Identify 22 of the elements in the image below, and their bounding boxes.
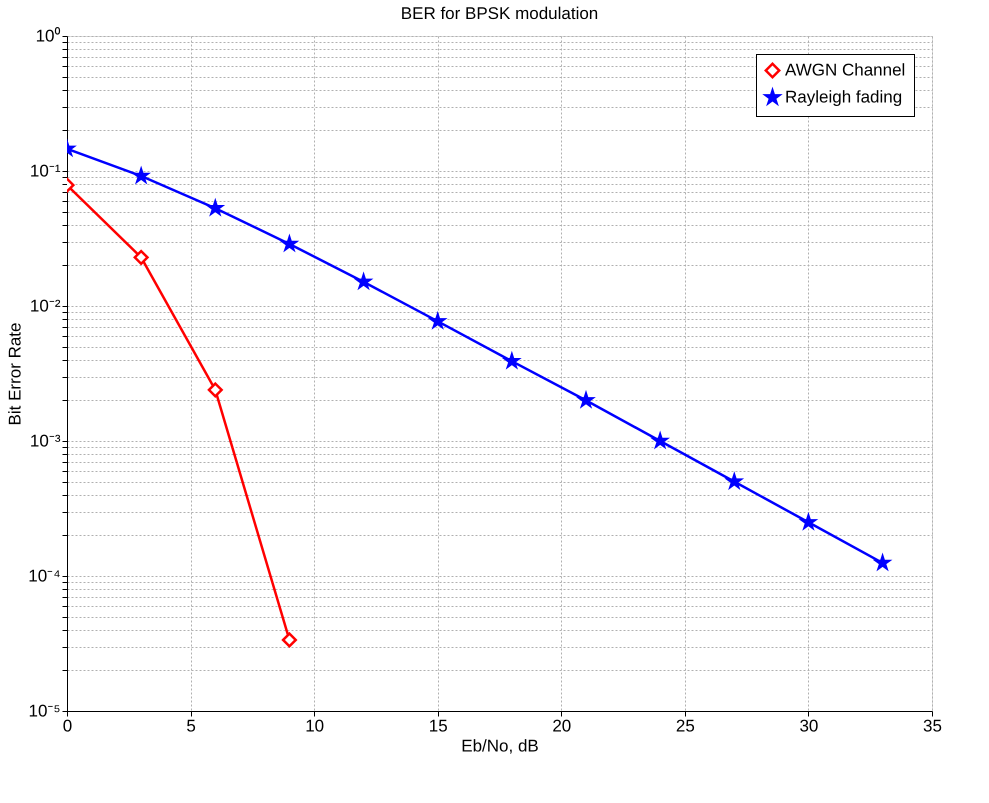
y-tick-label: 10⁻⁵: [28, 702, 60, 720]
y-tick-label: 10⁻²: [30, 296, 61, 316]
chart-title: BER for BPSK modulation: [400, 4, 598, 23]
point: [134, 250, 149, 265]
legend-label: Rayleigh fading: [785, 88, 902, 106]
y-tick-label: 10⁻³: [30, 432, 61, 450]
x-tick-label: 35: [923, 716, 942, 736]
x-tick-label: 10: [305, 716, 324, 736]
y-tick-label: 10⁻⁴: [28, 566, 60, 586]
x-tick-label: 20: [552, 716, 572, 736]
legend-label: AWGN Channel: [785, 60, 906, 80]
x-tick-label: 15: [428, 716, 448, 736]
x-axis-title: Eb/No, dB: [461, 736, 539, 756]
x-tick-label: 5: [186, 716, 196, 736]
x-tick-label: 30: [799, 716, 818, 736]
point: [208, 382, 223, 398]
y-axis-title: Bit Error Rate: [5, 322, 24, 426]
x-tick-label: 0: [62, 716, 72, 736]
point: [282, 632, 298, 648]
x-tick-label: 25: [676, 716, 695, 736]
y-tick-label: 10⁰: [36, 26, 60, 46]
y-tick-label: 10⁻¹: [30, 162, 61, 180]
